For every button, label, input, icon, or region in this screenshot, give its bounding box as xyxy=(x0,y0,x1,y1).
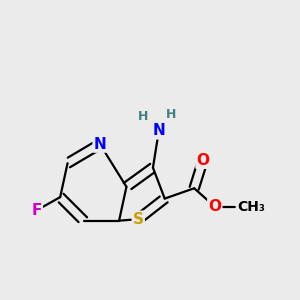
Text: F: F xyxy=(32,203,42,218)
Text: S: S xyxy=(133,212,144,227)
Text: H: H xyxy=(165,108,176,121)
Text: CH₃: CH₃ xyxy=(237,200,265,214)
Text: O: O xyxy=(196,153,209,168)
Text: O: O xyxy=(208,199,221,214)
Text: N: N xyxy=(94,136,106,152)
Text: N: N xyxy=(152,123,165,138)
Text: H: H xyxy=(137,110,148,123)
